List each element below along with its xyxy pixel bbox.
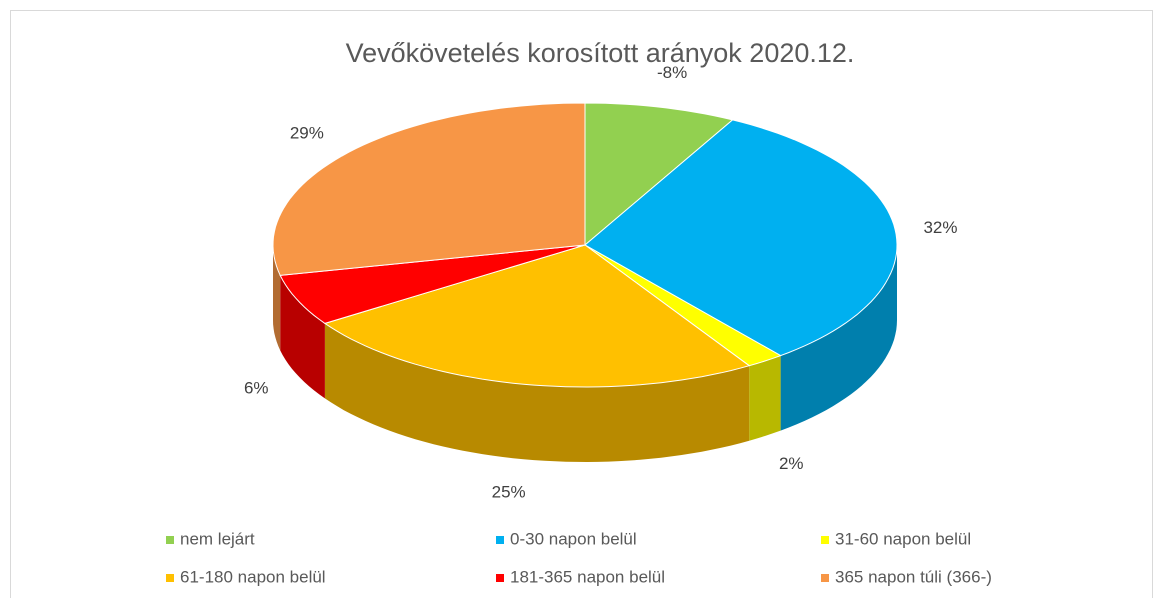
slice-side [280,275,325,399]
slice [279,244,586,324]
pie-walls [273,245,897,462]
data-label: 29% [290,124,324,143]
chart-title: Vevőkövetelés korosított arányok 2020.12… [346,38,855,68]
legend-swatch [821,536,829,544]
legend-label: 61-180 napon belül [180,567,326,586]
slice-side [749,355,781,441]
data-label: 2% [779,454,804,473]
data-label: 32% [923,218,957,237]
legend-swatch [166,536,174,544]
slice [584,102,734,247]
data-label: 6% [244,378,269,397]
pie-tops [272,102,898,388]
legend-label: 0-30 napon belül [510,529,637,548]
legend-label: nem lejárt [180,529,255,548]
data-labels: -8% 32% 2% 25% 6% 29% [244,63,958,502]
data-label: -8% [657,63,687,82]
data-label: 25% [492,482,526,501]
legend-label: 181-365 napon belül [510,567,665,586]
slice-side [780,245,897,431]
slice [323,244,751,388]
legend-swatch [496,574,504,582]
legend-swatch [821,574,829,582]
slice-side [324,323,750,462]
chart-border [10,10,1153,598]
legend-swatch [496,536,504,544]
legend-label: 365 napon túli (366-) [835,567,992,586]
slice [272,102,586,276]
slice [584,119,898,357]
legend-swatch [166,574,174,582]
legend-label: 31-60 napon belül [835,529,971,548]
